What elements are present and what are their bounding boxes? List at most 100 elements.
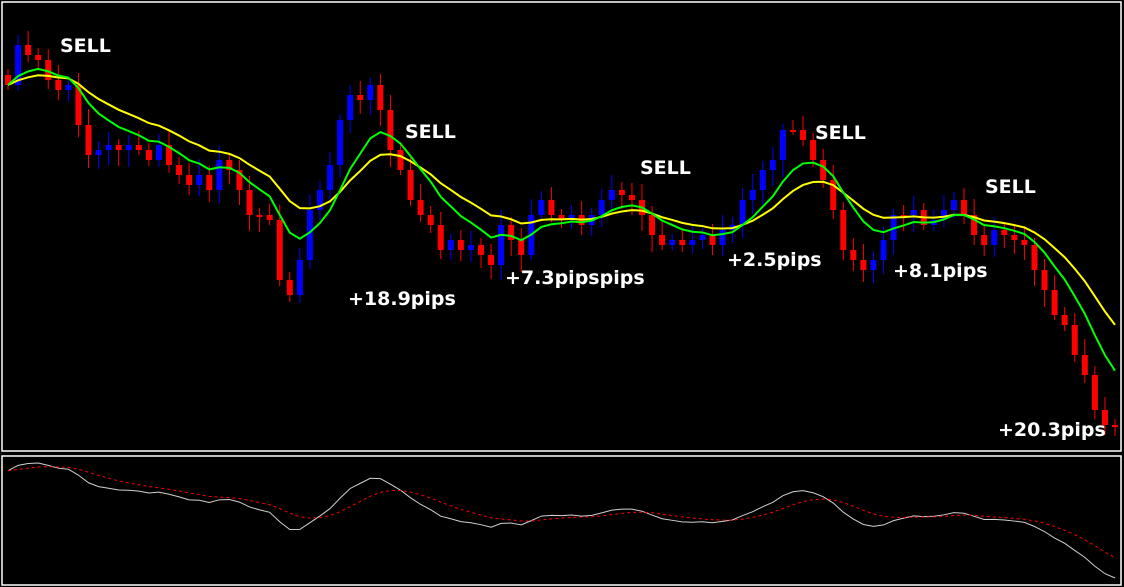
- candle-body: [679, 240, 686, 245]
- slow-moving-average-line: [7, 74, 1116, 326]
- candle-body: [367, 85, 374, 100]
- candle-body: [689, 240, 696, 245]
- candle-body: [1021, 240, 1028, 245]
- candle-body: [125, 145, 132, 150]
- candle-body: [337, 120, 344, 165]
- candle-body: [135, 145, 142, 150]
- candle-body: [145, 150, 152, 160]
- candle-body: [327, 165, 334, 190]
- pips-result-label: +18.9pips: [348, 288, 456, 310]
- candle-body: [910, 210, 917, 215]
- candle-body: [900, 215, 907, 217]
- candle-body: [860, 260, 867, 270]
- candle-body: [598, 200, 605, 215]
- candle-body: [498, 225, 505, 265]
- candle-body: [991, 230, 998, 245]
- candle-body: [981, 235, 988, 245]
- sell-signal-label: SELL: [815, 122, 866, 144]
- candle-body: [176, 165, 183, 175]
- candle-body: [669, 240, 676, 245]
- candle-body: [1001, 230, 1008, 235]
- candle-body: [306, 210, 313, 260]
- candle-body: [759, 170, 766, 190]
- candles: [5, 31, 1118, 436]
- candle-body: [880, 240, 887, 260]
- pips-result-label: +20.3pips: [998, 419, 1106, 441]
- candle-body: [95, 150, 102, 155]
- candle-body: [316, 190, 323, 210]
- candle-body: [467, 245, 474, 250]
- candle-body: [699, 235, 706, 240]
- candle-body: [488, 255, 495, 265]
- candle-body: [769, 160, 776, 170]
- candle-body: [437, 225, 444, 250]
- candle-body: [357, 95, 364, 100]
- candle-body: [457, 240, 464, 250]
- pips-result-label: +8.1pips: [893, 260, 988, 282]
- candle-body: [387, 110, 394, 150]
- candle-body: [558, 215, 565, 220]
- candle-body: [810, 140, 817, 160]
- oscillator-main-line: [7, 462, 1116, 579]
- sell-signal-label: SELL: [985, 176, 1036, 198]
- candle-body: [196, 175, 203, 185]
- candle-body: [417, 200, 424, 215]
- candle-body: [347, 95, 354, 120]
- oscillator-signal-line: [7, 466, 1116, 559]
- candle-body: [850, 250, 857, 260]
- candle-body: [105, 145, 112, 150]
- candle-body: [5, 75, 11, 85]
- candle-body: [950, 200, 957, 210]
- candle-body: [548, 200, 555, 215]
- candle-body: [709, 235, 716, 245]
- candle-body: [568, 215, 575, 220]
- candle-body: [739, 200, 746, 225]
- candle-body: [166, 145, 173, 165]
- candle-body: [1101, 410, 1108, 425]
- candle-body: [820, 160, 827, 180]
- candle-body: [538, 200, 545, 215]
- candle-body: [840, 210, 847, 250]
- candle-body: [266, 215, 273, 220]
- oscillator-panel-frame: [1, 455, 1122, 586]
- candle-body: [75, 85, 82, 125]
- candle-body: [628, 195, 635, 200]
- candle-body: [1061, 315, 1068, 325]
- candle-body: [407, 170, 414, 200]
- candle-body: [1041, 270, 1048, 290]
- fast-moving-average-line: [7, 67, 1116, 372]
- sell-signal-label: SELL: [405, 121, 456, 143]
- candle-body: [377, 85, 384, 110]
- candle-body: [870, 260, 877, 270]
- candle-body: [1091, 375, 1098, 410]
- sell-signal-label: SELL: [60, 35, 111, 57]
- candle-body: [447, 240, 454, 250]
- candle-body: [961, 200, 968, 215]
- candle-body: [25, 45, 32, 55]
- candle-body: [226, 160, 233, 170]
- candle-body: [940, 210, 947, 220]
- candle-body: [186, 175, 193, 185]
- candle-body: [296, 260, 303, 295]
- candle-body: [45, 60, 52, 80]
- candle-body: [618, 190, 625, 195]
- sell-signal-label: SELL: [640, 157, 691, 179]
- pips-result-label: +7.3pipspips: [505, 267, 645, 289]
- candle-body: [749, 190, 756, 200]
- candle-body: [15, 45, 22, 85]
- candle-body: [286, 280, 293, 295]
- candle-body: [800, 130, 807, 140]
- candle-body: [1011, 235, 1018, 240]
- candle-body: [155, 145, 162, 160]
- candle-body: [256, 215, 263, 217]
- candle-body: [1112, 425, 1118, 427]
- candle-body: [397, 150, 404, 170]
- candle-body: [246, 190, 253, 215]
- candle-body: [1051, 290, 1058, 315]
- candle-body: [649, 215, 656, 235]
- candle-body: [236, 170, 243, 190]
- candle-body: [35, 55, 42, 60]
- candle-body: [55, 80, 62, 90]
- candle-body: [427, 215, 434, 225]
